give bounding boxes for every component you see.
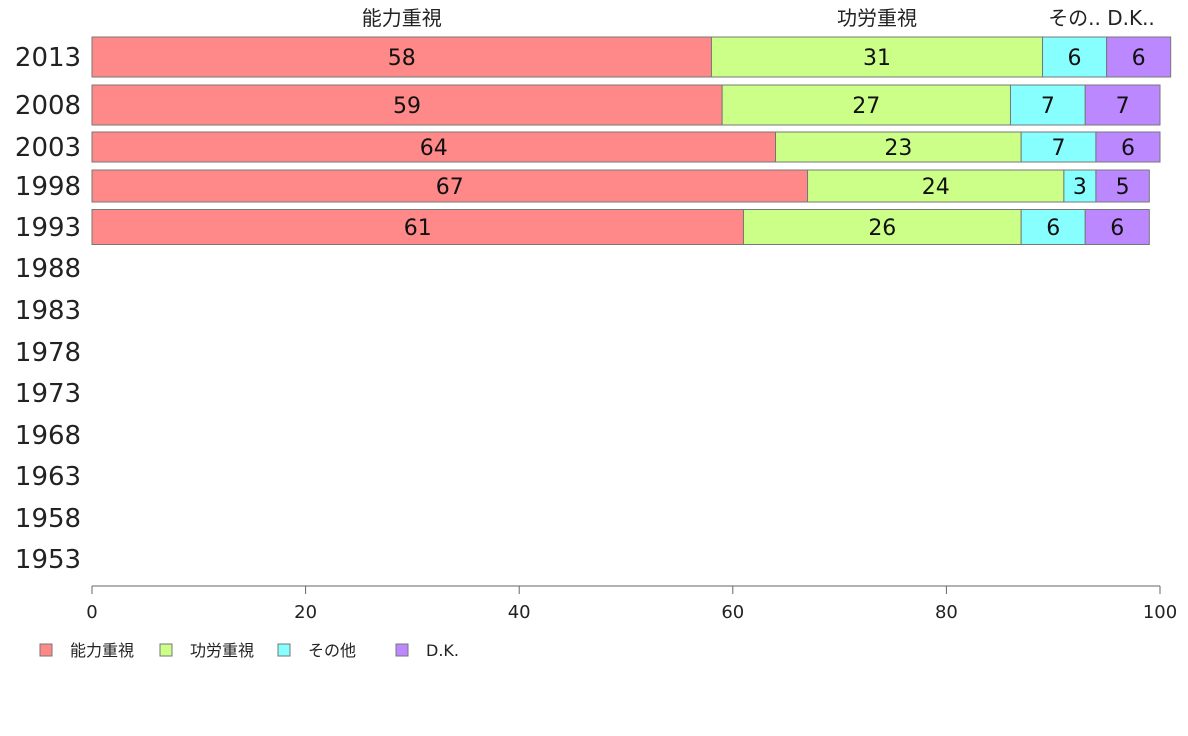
bar-value-label: 31 — [863, 46, 891, 71]
series-header-label: その.. — [1048, 6, 1101, 30]
year-label: 2003 — [15, 133, 81, 163]
bar-value-label: 67 — [436, 175, 464, 200]
bar-value-label: 64 — [420, 136, 448, 161]
year-label: 1993 — [15, 213, 81, 243]
bar-value-label: 6 — [1110, 216, 1124, 241]
series-header-label: 功労重視 — [837, 6, 917, 30]
bar-segment — [1095, 169, 1150, 203]
year-label: 1998 — [15, 172, 81, 202]
bar-value-label: 7 — [1116, 94, 1130, 119]
bar-segment — [91, 169, 809, 203]
bar-value-label: 26 — [868, 216, 896, 241]
legend-label: その他 — [308, 641, 356, 660]
year-label: 1963 — [15, 462, 81, 492]
bar-value-label: 24 — [922, 175, 950, 200]
bar-value-label: 6 — [1132, 46, 1146, 71]
bar-value-label: 6 — [1068, 46, 1082, 71]
series-header-label: 能力重視 — [362, 6, 442, 30]
year-label: 2013 — [15, 43, 81, 73]
year-label: 1968 — [15, 421, 81, 451]
bar-segment — [1009, 84, 1086, 126]
bar-segment — [807, 169, 1065, 203]
bar-segment — [710, 36, 1044, 78]
bar-value-label: 3 — [1073, 175, 1087, 200]
bar-value-label: 6 — [1121, 136, 1135, 161]
year-label: 1973 — [15, 379, 81, 409]
legend-label: D.K. — [426, 641, 459, 660]
bar-value-label: 23 — [884, 136, 912, 161]
x-tick-label: 40 — [508, 602, 531, 623]
bar-segment — [91, 209, 744, 245]
bar-value-label: 6 — [1046, 216, 1060, 241]
year-label: 1988 — [15, 254, 81, 284]
bar-value-label: 58 — [388, 46, 416, 71]
bar-segment — [1084, 84, 1161, 126]
bar-value-label: 5 — [1116, 175, 1130, 200]
bar-segment — [1084, 209, 1150, 245]
legend-swatch — [277, 643, 291, 657]
year-axis-labels: 2013 2008 2003 1998 1993 1988 1983 1978 1973 1968… — [15, 43, 81, 575]
bar-segment — [1042, 36, 1108, 78]
bar-segment — [91, 131, 777, 163]
x-tick-label: 20 — [294, 602, 317, 623]
bar-value-label: 7 — [1041, 94, 1055, 119]
bar-segment — [721, 84, 1011, 126]
bar-value-label: 7 — [1052, 136, 1066, 161]
year-label: 1983 — [15, 296, 81, 326]
legend-swatch — [159, 643, 173, 657]
bar-value-label: 27 — [852, 94, 880, 119]
x-axis: 0 20 40 60 80 100 — [86, 585, 1177, 623]
x-tick-label: 80 — [935, 602, 958, 623]
legend-label: 能力重視 — [70, 641, 134, 660]
bar-segment — [1106, 36, 1172, 78]
x-tick-label: 60 — [721, 602, 744, 623]
bar-segment — [91, 36, 712, 78]
bar-segment — [1095, 131, 1161, 163]
legend-swatch — [395, 643, 409, 657]
x-tick-label: 100 — [1143, 602, 1177, 623]
legend: 能力重視 功労重視 その他 D.K. — [39, 641, 459, 660]
year-label: 1953 — [15, 545, 81, 575]
series-header-labels: 能力重視 功労重視 その.. D.K.. — [362, 6, 1155, 30]
bar-segment — [91, 84, 723, 126]
series-header-label: D.K.. — [1107, 6, 1155, 30]
bar-value-label: 59 — [393, 94, 421, 119]
bar-value-label: 61 — [404, 216, 432, 241]
legend-swatch — [39, 643, 53, 657]
year-label: 1958 — [15, 504, 81, 534]
x-tick-label: 0 — [86, 602, 97, 623]
legend-label: 功労重視 — [190, 641, 254, 660]
bar-area: 58 31 6 659 27 7 764 23 7 667 24 3 561 26 6 6 — [91, 36, 1172, 245]
year-label: 2008 — [15, 91, 81, 121]
bar-segment — [775, 131, 1022, 163]
bar-segment — [1020, 209, 1086, 245]
year-label: 1978 — [15, 338, 81, 368]
bar-segment — [742, 209, 1022, 245]
